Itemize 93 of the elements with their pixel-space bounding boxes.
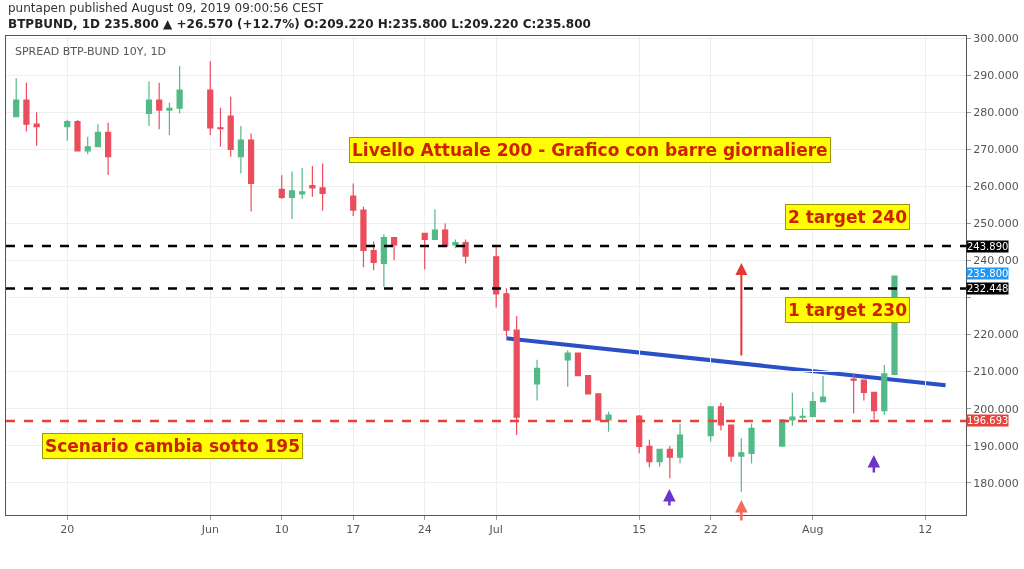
annotation: Scenario cambia sotto 195 (45, 436, 301, 456)
candlestick (707, 406, 714, 443)
candlestick (64, 119, 71, 142)
candlestick (585, 375, 592, 395)
candlestick (74, 119, 81, 152)
y-tick-label: 180.000 (973, 476, 1019, 490)
candlestick (605, 411, 612, 433)
candlestick (207, 60, 214, 136)
candlestick (166, 102, 173, 136)
candlestick (819, 375, 827, 403)
candlestick (656, 448, 663, 468)
y-tick-label: 270.000 (973, 143, 1019, 157)
candlestick (380, 233, 387, 288)
ref-line-label: 196.693 (967, 415, 1009, 426)
candlestick (309, 165, 316, 198)
candlestick (431, 208, 439, 240)
x-tick-label: 15 (632, 523, 647, 537)
y-tick-label: 220.000 (973, 328, 1019, 342)
candlestick (799, 407, 806, 421)
x-tick-label: 10 (274, 523, 289, 537)
candlestick (319, 162, 326, 212)
candlestick (881, 364, 888, 416)
y-tick-label: 260.000 (973, 180, 1019, 194)
annotation: 2 target 240 (788, 207, 908, 227)
x-tick-label: Aug (802, 523, 824, 537)
candlestick (350, 182, 357, 217)
candlestick (728, 424, 735, 463)
text: 235.800 (967, 268, 1009, 279)
y-tick-label: 290.000 (973, 69, 1019, 83)
candlestick (299, 167, 306, 200)
y-tick-label: 250.000 (973, 217, 1019, 231)
candlestick (717, 402, 724, 432)
candlestick (564, 349, 571, 388)
candlestick (217, 107, 224, 148)
y-tick-label: 300.000 (973, 32, 1019, 46)
candlestick (595, 393, 602, 421)
candlestick (288, 170, 296, 220)
candlestick (676, 422, 684, 465)
candlestick (84, 136, 91, 155)
candlestick (493, 244, 500, 309)
candlestick (462, 238, 469, 265)
x-tick-label: Jul (488, 523, 503, 537)
x-tick-label: 20 (60, 523, 75, 537)
candlestick (748, 422, 755, 465)
candlestick (850, 372, 857, 415)
candlestick (94, 123, 102, 148)
candlestick (237, 125, 244, 175)
candlestick (176, 65, 183, 115)
candlestick (390, 236, 398, 261)
candlestick (33, 111, 40, 147)
annotation: 1 target 230 (788, 300, 908, 320)
candlestick (13, 77, 20, 118)
candlestick (442, 222, 449, 248)
y-tick-label: 240.000 (973, 254, 1019, 268)
candlestick (156, 82, 163, 130)
candlestick (421, 232, 428, 270)
candlestick (513, 315, 520, 436)
candlestick (360, 206, 367, 268)
candlestick (860, 378, 867, 402)
candlestick (503, 287, 510, 338)
candlestick (278, 174, 285, 200)
annotation: SPREAD BTP-BUND 10Y, 1D (15, 45, 166, 58)
candlestick (370, 241, 377, 271)
x-tick-label: 22 (703, 523, 718, 537)
candlestick (227, 96, 234, 158)
candlestick (666, 445, 673, 479)
y-tick-label: 210.000 (973, 365, 1019, 379)
x-tick-label: 12 (918, 523, 933, 537)
x-tick-label: 17 (346, 523, 361, 537)
candlestick (636, 414, 643, 454)
candlestick (105, 122, 112, 176)
candlestick (809, 391, 816, 418)
candlestick (779, 419, 786, 447)
candlestick (452, 238, 459, 249)
chart-title: puntapen published August 09, 2019 09:00:56 CEST (8, 1, 324, 15)
annotation: Livello Attuale 200 - Grafico con barre giornaliere (352, 140, 828, 160)
y-tick-label: 280.000 (973, 106, 1019, 120)
candlestick (23, 82, 30, 133)
x-tick-label: 24 (417, 523, 432, 537)
x-tick-label: Jun (200, 523, 219, 537)
candlestick (145, 80, 153, 127)
ref-line-label: 232.448 (967, 283, 1009, 294)
ref-line-label: 243.890 (967, 241, 1009, 252)
candlestick (574, 352, 582, 377)
candlestick (738, 437, 745, 493)
candlestick (248, 132, 255, 213)
candlestick (646, 439, 653, 468)
candlestick (870, 391, 878, 421)
candlestick (789, 392, 796, 427)
candlestick (533, 359, 541, 402)
chart-subtitle: BTPBUND, 1D 235.800 ▲ +26.570 (+12.7%) O:209.220 H:235.800 L:209.220 C:235.800 (8, 17, 591, 31)
y-tick-label: 200.000 (973, 402, 1019, 416)
y-tick-label: 190.000 (973, 439, 1019, 453)
